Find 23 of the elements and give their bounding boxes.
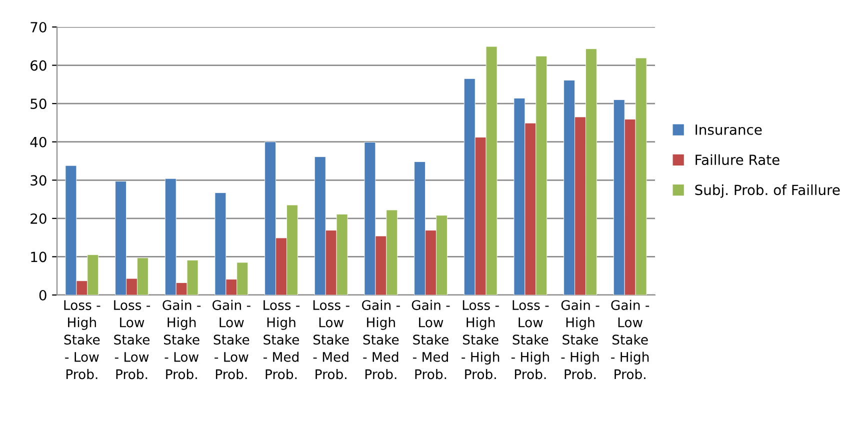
x-tick-label: Gain - High Stake - Low Prob.	[162, 300, 201, 380]
x-tick-label: Loss - Low Stake - Low Prob.	[114, 300, 150, 380]
legend-label: Faillure Rate	[696, 154, 780, 166]
y-tick-label: 30	[30, 175, 46, 186]
x-tick-label: Gain - High Stake - High Prob.	[561, 300, 600, 380]
x-tick-label: Loss - High Stake - Med Prob.	[263, 300, 300, 380]
x-tick-label: Loss - Low Stake - High Prob.	[511, 300, 549, 380]
y-tick-label: 0	[39, 290, 46, 300]
x-tick-label: Gain - Low Stake - Med Prob.	[412, 300, 450, 380]
x-tick-label: Gain - Low Stake - Low Prob.	[212, 300, 250, 380]
y-tick-label: 10	[31, 252, 46, 262]
y-tick-label: 40	[30, 136, 46, 148]
legend-label: Insurance	[696, 124, 762, 135]
x-tick-label: Gain - Low Stake - High Prob.	[611, 300, 650, 380]
x-tick-label: Loss - High Stake - High Prob.	[462, 300, 500, 380]
y-tick-label: 50	[30, 98, 46, 110]
x-tick-label: Loss - High Stake - Low Prob.	[64, 300, 100, 380]
y-tick-label: 20	[30, 213, 46, 224]
y-tick-label: 60	[30, 60, 46, 71]
x-tick-label: Gain - High Stake - Med Prob.	[362, 300, 400, 380]
x-tick-label: Loss - Low Stake - Med Prob.	[313, 300, 350, 380]
y-tick-label: 70	[30, 22, 46, 32]
legend-label: Subj. Prob. of Faillure	[695, 184, 840, 198]
